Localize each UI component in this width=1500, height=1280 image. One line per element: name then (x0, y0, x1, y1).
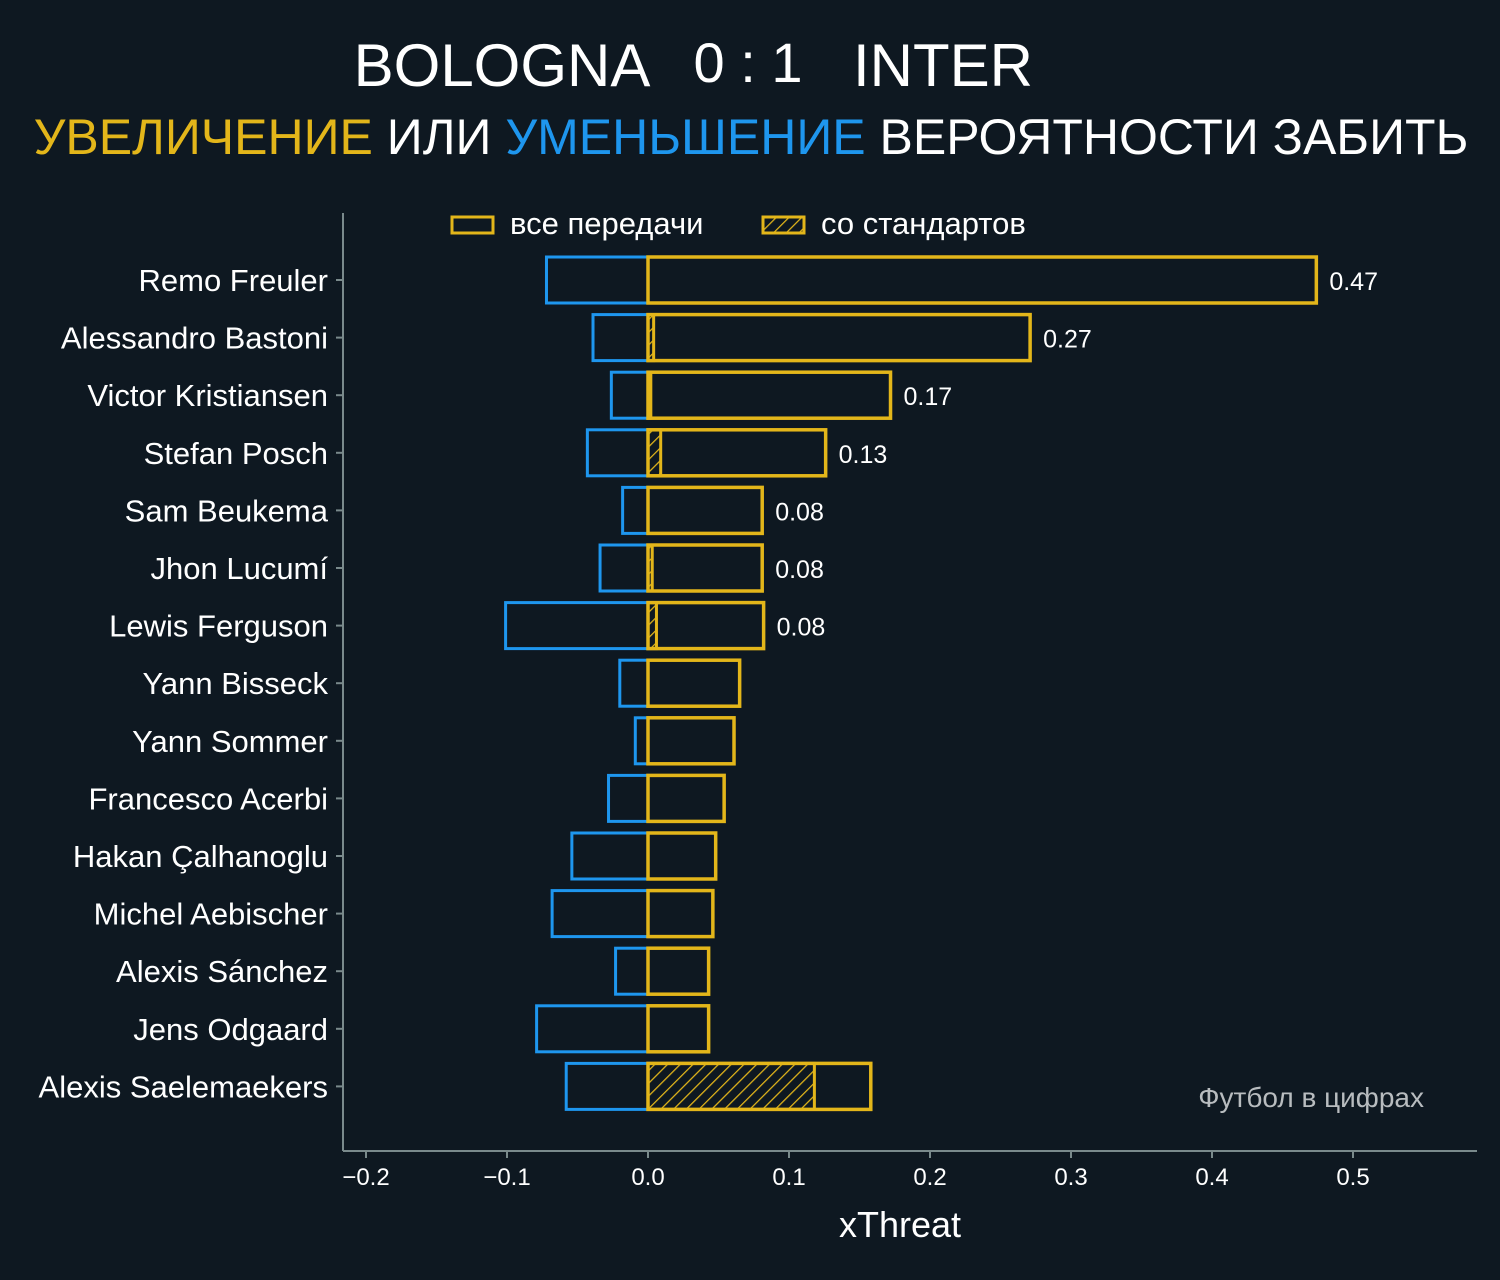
x-tick-label: 0.3 (1054, 1164, 1087, 1191)
bar-increase (646, 773, 726, 824)
bar-decrease (504, 601, 650, 651)
x-axis-label: xThreat (839, 1204, 961, 1245)
legend-swatch-setpiece (761, 215, 806, 235)
x-tick-label: −0.2 (342, 1164, 389, 1191)
bar-decrease (609, 370, 650, 420)
watermark: Футбол в цифрах (1198, 1082, 1424, 1113)
data-label: 0.13 (839, 441, 888, 469)
data-label: 0.08 (775, 498, 824, 526)
bar-decrease (544, 255, 650, 305)
y-tick-label: Sam Beukema (125, 493, 329, 528)
bar-increase (646, 370, 893, 420)
bar-increase (646, 888, 715, 939)
bar-increase (646, 831, 718, 881)
subtitle-or: ИЛИ (373, 109, 505, 165)
legend: все передачи со стандартов (450, 206, 1026, 241)
data-label: 0.08 (775, 556, 824, 584)
y-tick-label: Jens Odgaard (133, 1012, 328, 1047)
bar-increase (646, 1061, 873, 1112)
legend-label-setpiece: со стандартов (821, 206, 1026, 241)
y-tick-label: Francesco Acerbi (89, 781, 329, 816)
bar-decrease (591, 313, 650, 363)
y-tick-label: Alexis Saelemaekers (39, 1069, 328, 1104)
legend-label-all: все передачи (510, 206, 703, 241)
bar-decrease (621, 485, 650, 535)
y-tick-label: Alessandro Bastoni (61, 321, 328, 356)
bar-increase (646, 946, 711, 996)
y-tick-label: Hakan Çalhanoglu (73, 839, 328, 874)
x-tick-label: 0.1 (772, 1164, 805, 1191)
y-tick-label: Alexis Sánchez (116, 954, 328, 989)
title-away: INTER (853, 32, 1033, 99)
bar-increase (646, 658, 742, 708)
x-tick-label: 0.5 (1336, 1164, 1369, 1191)
bar-decrease (564, 1061, 650, 1111)
bar-increase (646, 312, 1032, 363)
bar-increase (646, 543, 764, 593)
title-score: 0 : 1 (694, 31, 803, 94)
bar-increase (646, 716, 736, 766)
bar-decrease (550, 889, 650, 939)
y-tick-label: Remo Freuler (139, 263, 329, 298)
bar-decrease (614, 946, 650, 996)
x-tick-label: 0.4 (1195, 1164, 1228, 1191)
y-tick-label: Yann Sommer (132, 724, 328, 759)
bar-decrease (570, 831, 650, 881)
subtitle-rest: ВЕРОЯТНОСТИ ЗАБИТЬ (866, 109, 1469, 165)
bar-increase (646, 1004, 711, 1054)
bar-increase (646, 255, 1319, 305)
subtitle-increase: УВЕЛИЧЕНИЕ (34, 109, 373, 165)
bar-increase (646, 428, 828, 478)
y-tick-label: Jhon Lucumí (151, 551, 329, 586)
y-tick-label: Stefan Posch (144, 436, 328, 471)
bar-setpiece (646, 428, 663, 478)
bar-decrease (535, 1004, 650, 1054)
bar-increase (646, 485, 764, 536)
y-tick-label: Michel Aebischer (94, 897, 328, 932)
bar-decrease (618, 658, 650, 708)
bar-decrease (585, 428, 650, 478)
subtitle: УВЕЛИЧЕНИЕ ИЛИ УМЕНЬШЕНИЕ ВЕРОЯТНОСТИ ЗА… (34, 109, 1469, 165)
data-label: 0.27 (1043, 326, 1092, 354)
data-label: 0.17 (904, 383, 953, 411)
legend-swatch-all (450, 215, 495, 235)
data-label: 0.08 (777, 614, 826, 642)
bar-decrease (598, 543, 650, 593)
bar-decrease (633, 716, 650, 766)
data-label: 0.47 (1329, 268, 1378, 296)
y-tick-label: Yann Bisseck (142, 666, 328, 701)
bar-decrease (607, 773, 650, 823)
bar-setpiece (646, 1061, 816, 1111)
subtitle-decrease: УМЕНЬШЕНИЕ (505, 109, 865, 165)
x-tick-label: 0.2 (913, 1164, 946, 1191)
x-tick-label: 0.0 (631, 1164, 664, 1191)
bar-increase (646, 600, 766, 651)
y-tick-label: Lewis Ferguson (109, 609, 328, 644)
title-home: BOLOGNA (354, 32, 651, 99)
x-tick-label: −0.1 (483, 1164, 530, 1191)
y-tick-label: Victor Kristiansen (87, 378, 328, 413)
